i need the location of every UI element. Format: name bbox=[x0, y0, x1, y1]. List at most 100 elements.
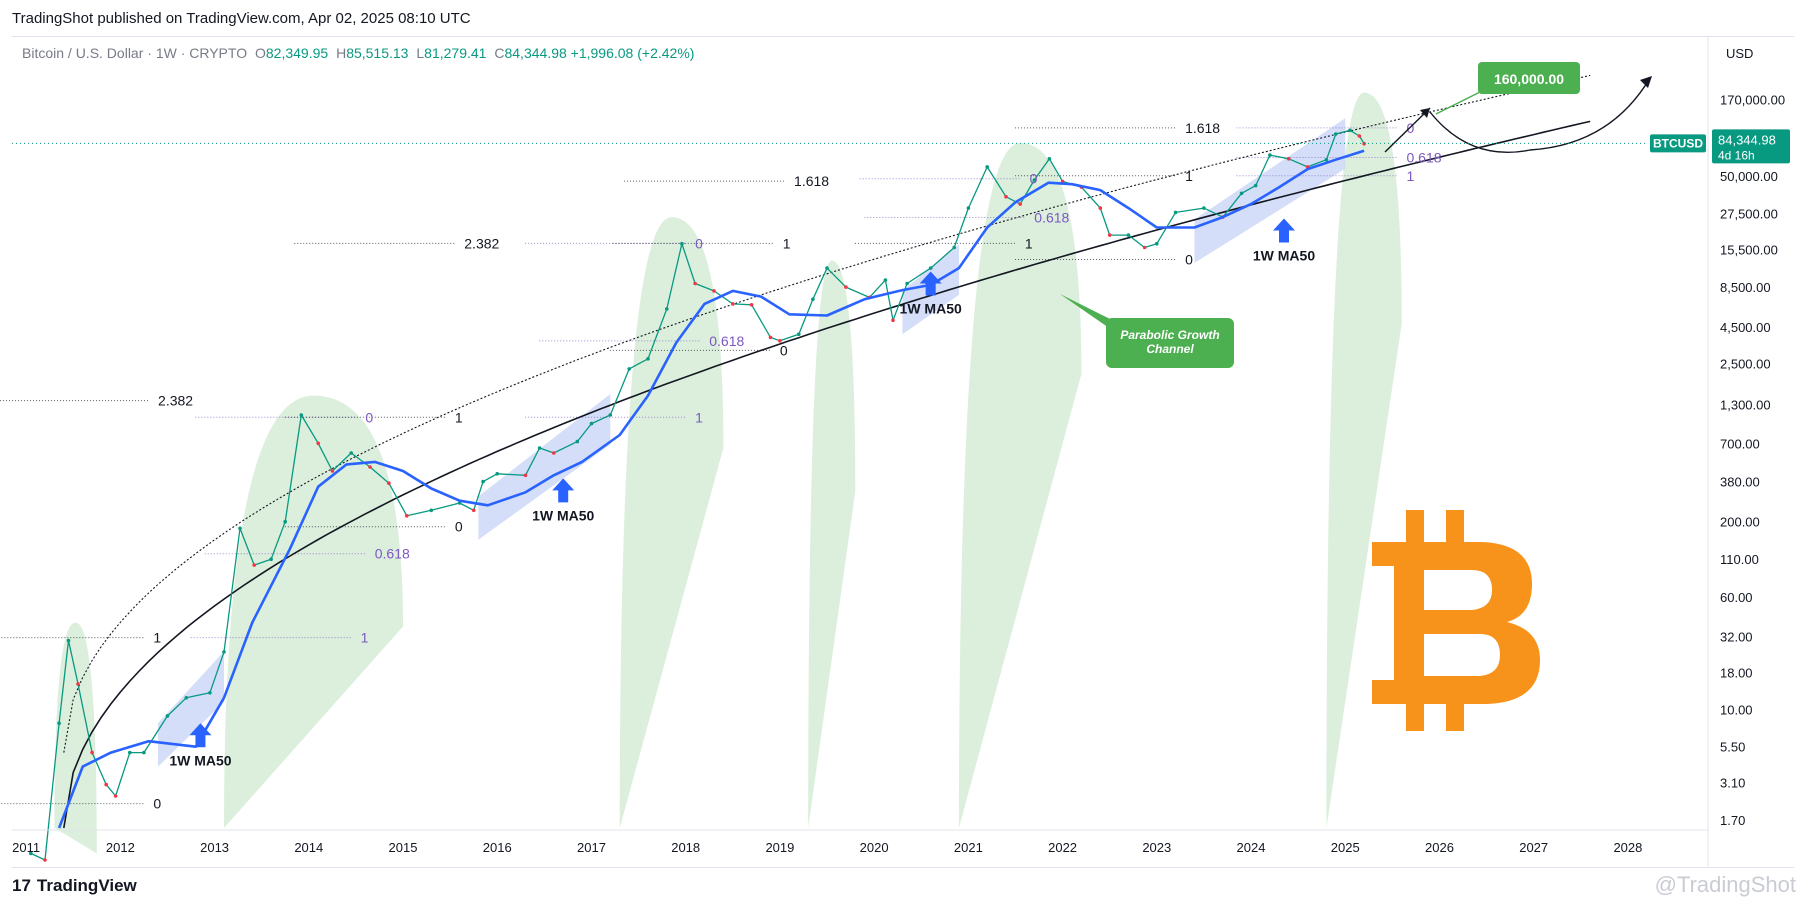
channel-callout-line2: Channel bbox=[1146, 342, 1194, 356]
ma-arrow-1 bbox=[552, 478, 575, 503]
fib-label-3: 0.618 bbox=[1406, 149, 1441, 165]
price-point-54 bbox=[928, 266, 933, 270]
price-point-65 bbox=[1107, 233, 1112, 237]
fib-label-0: 1.618 bbox=[1185, 120, 1220, 136]
x-tick-label-2020: 2020 bbox=[860, 840, 889, 855]
price-line bbox=[30, 129, 1365, 861]
price-point-16 bbox=[269, 557, 273, 561]
ma-arrow-3 bbox=[1273, 218, 1295, 243]
x-tick-label-2028: 2028 bbox=[1613, 840, 1642, 855]
fib-label-2: 1 bbox=[1185, 168, 1193, 184]
legend-change: +1,996.08 (+2.42%) bbox=[570, 45, 695, 61]
publisher-line: TradingShot published on TradingView.com… bbox=[12, 10, 471, 27]
y-tick-label-10: 380.00 bbox=[1720, 475, 1760, 490]
price-point-42 bbox=[731, 302, 735, 306]
x-tick-label-2027: 2027 bbox=[1519, 840, 1548, 855]
y-tick-label-3: 27,500.00 bbox=[1720, 207, 1778, 222]
price-point-59 bbox=[1018, 202, 1022, 206]
ma-label-3: 1W MA50 bbox=[1253, 247, 1315, 263]
price-point-0 bbox=[29, 851, 33, 856]
legend-open-label: O bbox=[254, 45, 266, 61]
x-tick-label-2012: 2012 bbox=[106, 840, 135, 855]
price-point-55 bbox=[952, 245, 956, 250]
chart-frame bbox=[12, 36, 1794, 868]
fib-label-8: 1 bbox=[1025, 235, 1033, 251]
ma-label-0: 1W MA50 bbox=[169, 752, 231, 768]
channel-callout-box bbox=[1106, 318, 1234, 368]
price-point-13 bbox=[222, 650, 226, 654]
channel-callout-line1: Parabolic Growth bbox=[1120, 328, 1219, 342]
price-point-11 bbox=[184, 696, 189, 700]
y-tick-label-11: 200.00 bbox=[1720, 515, 1760, 530]
price-point-74 bbox=[1268, 153, 1272, 157]
x-tick-label-2025: 2025 bbox=[1331, 840, 1360, 855]
price-point-73 bbox=[1253, 183, 1258, 188]
y-tick-label-12: 110.00 bbox=[1720, 552, 1759, 567]
target-callout-box bbox=[1478, 62, 1580, 94]
price-point-75 bbox=[1286, 157, 1291, 161]
price-point-6 bbox=[104, 782, 108, 787]
price-point-49 bbox=[844, 285, 848, 289]
price-point-7 bbox=[113, 794, 118, 798]
price-series bbox=[29, 128, 1366, 862]
fib-label-4: 1 bbox=[1406, 168, 1414, 184]
price-point-60 bbox=[1032, 178, 1037, 182]
price-point-78 bbox=[1334, 132, 1338, 136]
cycle-fill-2 bbox=[619, 217, 724, 828]
price-point-64 bbox=[1098, 206, 1103, 210]
price-point-51 bbox=[883, 278, 888, 282]
projection-curve bbox=[1429, 77, 1651, 154]
x-tick-label-2013: 2013 bbox=[200, 840, 229, 855]
ma-label-1: 1W MA50 bbox=[532, 507, 594, 523]
price-point-5 bbox=[90, 750, 94, 755]
x-tick-label-2017: 2017 bbox=[577, 840, 606, 855]
fib-label-21: 1 bbox=[153, 630, 161, 646]
cycle-highlights bbox=[54, 92, 1402, 854]
price-point-67 bbox=[1142, 245, 1147, 250]
y-tick-label-15: 18.00 bbox=[1720, 665, 1753, 680]
price-point-45 bbox=[778, 339, 782, 343]
price-point-56 bbox=[966, 206, 971, 210]
author-watermark: @TradingShot bbox=[1654, 872, 1796, 897]
fib-guides bbox=[0, 127, 1399, 805]
price-point-9 bbox=[142, 750, 146, 755]
x-tick-label-2019: 2019 bbox=[765, 840, 794, 855]
channel-callout-pointer bbox=[1060, 294, 1112, 330]
price-point-79 bbox=[1348, 128, 1352, 133]
cycle-fill-3 bbox=[808, 260, 856, 828]
y-tick-label-13: 60.00 bbox=[1720, 590, 1753, 605]
countdown-text: 4d 16h bbox=[1718, 148, 1755, 162]
y-tick-label-18: 3.10 bbox=[1720, 776, 1745, 791]
fib-label-12: 1 bbox=[783, 235, 791, 251]
price-point-52 bbox=[891, 318, 895, 323]
price-point-3 bbox=[66, 638, 71, 643]
price-point-37 bbox=[646, 357, 650, 361]
price-point-29 bbox=[495, 472, 500, 476]
price-point-33 bbox=[575, 439, 580, 444]
fib-label-22: 1 bbox=[361, 630, 369, 646]
cycle-fill-4 bbox=[958, 142, 1082, 828]
axes: 2011 2012 2013 2014 2015 2016 2017 2018 2019 2020… bbox=[12, 36, 1790, 866]
projection-up-arrowhead bbox=[1420, 108, 1430, 118]
price-point-38 bbox=[665, 307, 669, 311]
fib-label-6: 0 bbox=[1030, 171, 1038, 187]
price-point-58 bbox=[1004, 194, 1008, 199]
price-point-53 bbox=[905, 281, 909, 286]
symbol-tag-box bbox=[1650, 134, 1706, 153]
y-tick-label-14: 32.00 bbox=[1720, 629, 1753, 644]
price-point-22 bbox=[368, 465, 372, 469]
fib-label-9: 0 bbox=[1185, 251, 1193, 267]
legend-high-label: H bbox=[336, 45, 347, 61]
y-tick-label-7: 2,500.00 bbox=[1720, 357, 1771, 372]
projection-up-line bbox=[1384, 107, 1431, 153]
legend-symbol[interactable]: Bitcoin / U.S. Dollar · 1W · CRYPTO bbox=[22, 45, 248, 61]
tradingview-logo[interactable]: 17 TradingView bbox=[12, 876, 137, 896]
price-point-48 bbox=[825, 266, 829, 270]
y-tick-label-17: 5.50 bbox=[1720, 740, 1745, 755]
price-point-4 bbox=[76, 682, 80, 686]
price-point-25 bbox=[429, 508, 434, 513]
x-tick-label-2024: 2024 bbox=[1237, 840, 1266, 855]
y-tick-label-0: 170,000.00 bbox=[1720, 93, 1785, 108]
price-point-28 bbox=[481, 479, 485, 484]
